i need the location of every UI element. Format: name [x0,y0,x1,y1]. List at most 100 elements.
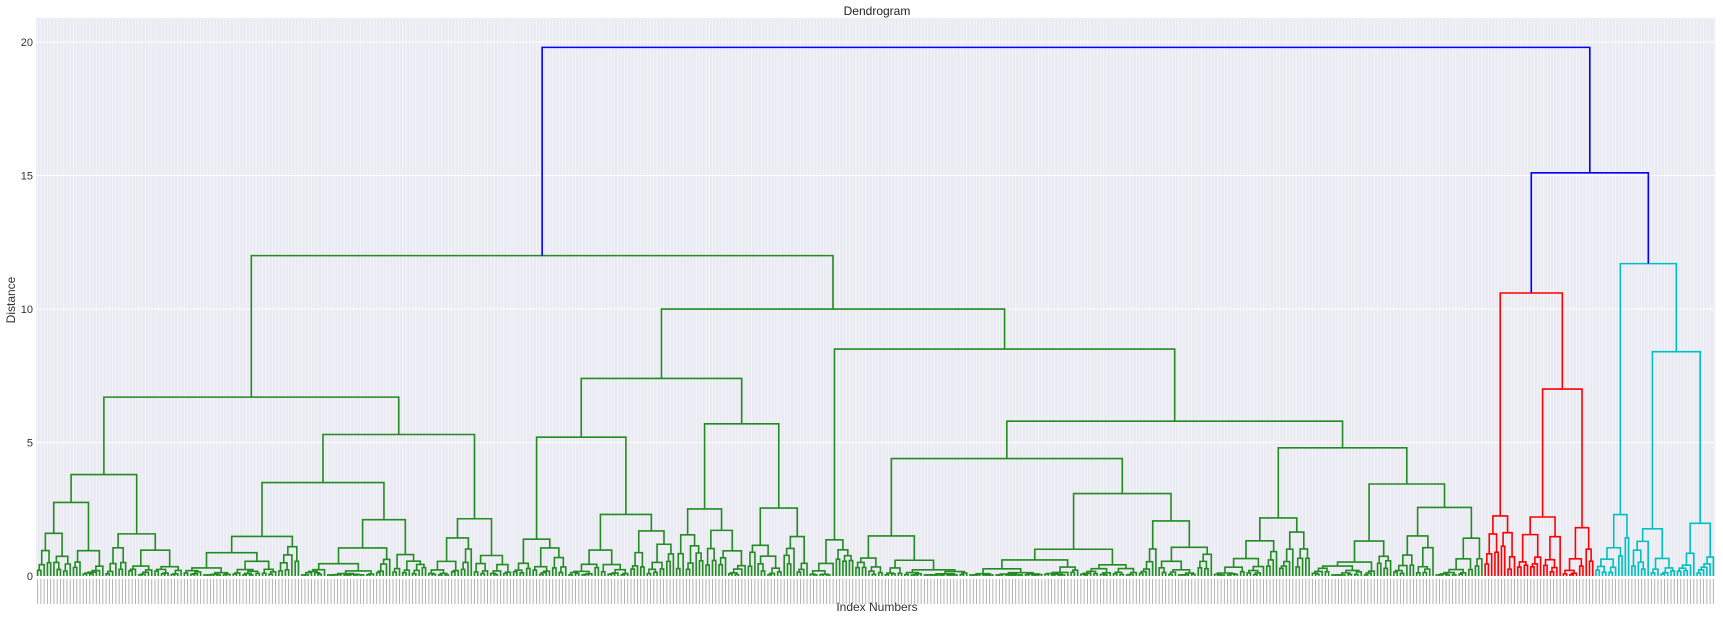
dendrogram-link [1424,568,1431,576]
dendrogram-link [951,574,958,576]
dendrogram-link [987,574,994,576]
dendrogram-link [532,569,538,576]
dendrogram-link [1508,555,1516,576]
dendrogram-link [1462,537,1481,559]
dendrogram-link [406,560,422,571]
dendrogram-link [489,572,497,576]
dendrogram-link [653,571,658,576]
dendrogram-link [798,568,805,576]
dendrogram-link [284,569,290,576]
dendrogram-link [1518,561,1527,568]
dendrogram-link [1619,262,1678,515]
dendrogram-link [600,570,606,576]
dendrogram-link [294,560,300,576]
dendrogram-link [1117,567,1135,573]
dendrogram-link [580,377,743,438]
dendrogram-link [1376,562,1382,576]
dendrogram-link [975,572,991,575]
dendrogram-link [698,559,704,576]
dendrogram-link [1197,566,1203,576]
dendrogram-link [585,572,593,576]
dendrogram-link [1706,556,1715,576]
dendrogram-link [52,501,90,551]
dendrogram-link [95,565,104,576]
dendrogram-link [278,570,283,576]
dendrogram-link [1406,535,1429,556]
dendrogram-link [428,572,435,576]
dendrogram-link [1417,565,1429,573]
dendrogram-link [759,507,799,546]
dendrogram-link [1080,573,1087,576]
dendrogram-link [687,562,694,576]
dendrogram-link [1114,571,1123,575]
dendrogram-link [889,567,901,574]
dendrogram-link [1184,572,1195,575]
dendrogram-link [1409,564,1415,576]
dendrogram-link [1368,483,1446,542]
dendrogram-link [191,572,199,576]
dendrogram-link [337,547,388,564]
dendrogram-link [1439,573,1449,575]
dendrogram-link [1474,565,1480,576]
dendrogram-link [999,573,1018,575]
dendrogram-link [685,568,691,576]
dendrogram-link [154,570,160,576]
dendrogram-link [558,571,564,576]
dendrogram-link [117,533,157,551]
chart-title: Dendrogram [844,4,911,18]
dendrogram-link [1685,552,1695,576]
dendrogram-link [1161,571,1167,576]
dendrogram-link [904,573,909,576]
dendrogram-link [646,572,652,576]
dendrogram-link [1476,557,1483,576]
dendrogram-link [1500,545,1506,576]
dendrogram-link [160,573,166,576]
dendrogram-link [944,570,966,574]
dendrogram-link [91,569,101,576]
dendrogram-link [837,549,849,560]
dendrogram-link [1384,560,1392,576]
dendrogram-link [569,571,578,575]
dendrogram-link [140,549,171,567]
dendrogram-link [1228,573,1237,575]
y-axis-ticks: 0 5 10 15 20 [21,37,33,583]
dendrogram-link [1703,563,1711,576]
dendrogram-link [1640,568,1646,576]
dendrogram-link [87,571,98,576]
dendrogram-link [1443,571,1455,575]
dendrogram-link [553,556,565,568]
dendrogram-link [1468,568,1473,576]
dendrogram-link [1024,574,1030,576]
dendrogram-link [141,571,150,576]
dendrogram-link [1102,571,1112,576]
dendrogram-link [768,572,776,576]
dendrogram-link [1448,568,1464,573]
dendrogram-link [1570,572,1578,576]
dendrogram-link [183,572,189,576]
x-axis-leaf-labels [37,579,1714,604]
dendrogram-link [234,572,241,576]
dendrogram-link [1502,531,1513,557]
dendrogram-link [279,562,288,571]
dendrogram-link [525,567,531,576]
dendrogram-link [540,571,548,576]
dendrogram-link [160,565,180,571]
dendrogram-link [1254,572,1261,576]
dendrogram-link [1365,572,1372,576]
dendrogram-link [317,573,323,576]
dendrogram-link [760,570,766,576]
dendrogram-link [415,563,425,571]
dendrogram-link [132,565,150,570]
dendrogram-link [894,559,935,570]
dendrogram-link [109,562,117,576]
y-tick-label: 15 [21,171,33,183]
dendrogram-link [675,567,681,576]
dendrogram-link [62,570,68,576]
dendrogram-link [732,568,743,576]
dendrogram-link [396,553,415,569]
dendrogram-link [1267,559,1275,576]
dendrogram-link [473,571,479,576]
dendrogram-link [1399,572,1405,576]
dendrogram-link [611,572,619,576]
